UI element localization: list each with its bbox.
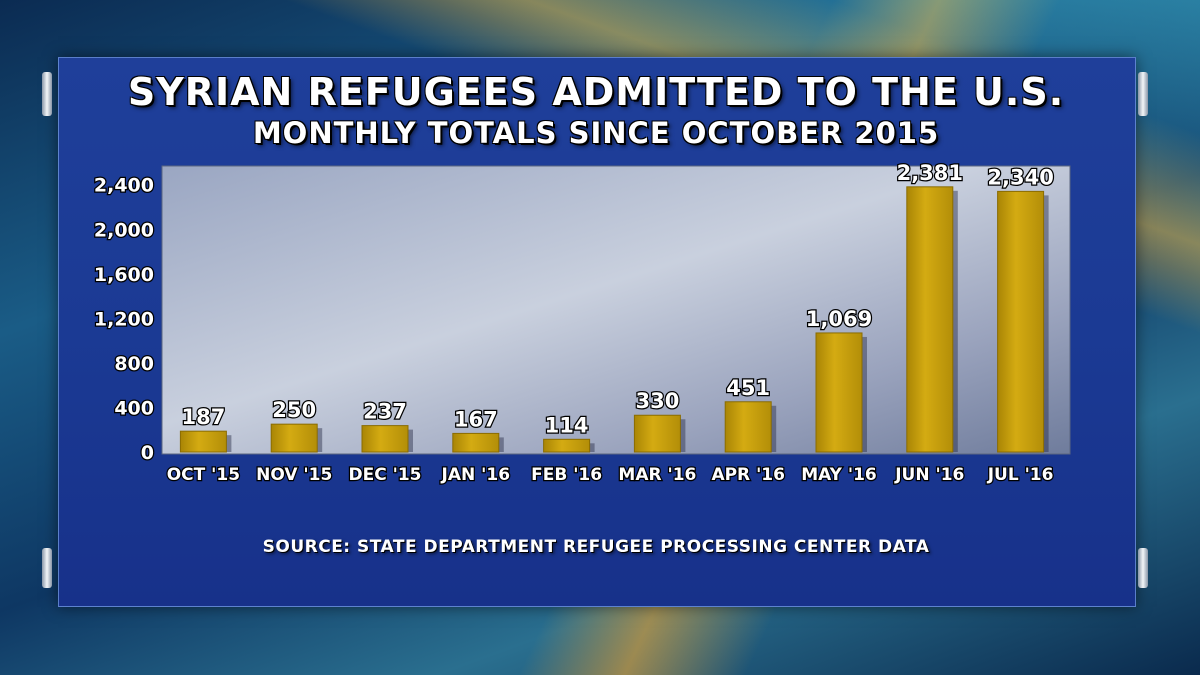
y-tick-label: 800 bbox=[114, 353, 154, 375]
data-label: 237 bbox=[363, 400, 407, 424]
bar-jan-16 bbox=[452, 432, 500, 453]
y-tick-label: 2,400 bbox=[94, 175, 154, 197]
chart-title: SYRIAN REFUGEES ADMITTED TO THE U.S. bbox=[127, 70, 1065, 114]
x-tick-label: DEC '15 bbox=[349, 465, 422, 485]
bar-may-16 bbox=[815, 332, 863, 453]
data-label: 2,381 bbox=[897, 161, 963, 185]
x-tick-label: NOV '15 bbox=[256, 465, 332, 485]
data-label: 250 bbox=[272, 398, 316, 422]
bar-jul-16 bbox=[997, 190, 1045, 453]
data-label: 2,340 bbox=[987, 165, 1053, 189]
left-rail-bottom bbox=[42, 548, 52, 588]
data-label: 114 bbox=[545, 413, 589, 437]
right-rail-top bbox=[1138, 72, 1148, 116]
bar-oct-15 bbox=[179, 430, 227, 453]
bar-jun-16 bbox=[906, 186, 954, 453]
bar-dec-15 bbox=[361, 425, 409, 453]
bar-nov-15 bbox=[270, 423, 318, 453]
bar-mar-16 bbox=[633, 414, 681, 453]
data-label: 1,069 bbox=[806, 307, 872, 331]
bar-feb-16 bbox=[543, 438, 591, 453]
left-rail-top bbox=[42, 72, 52, 116]
data-label: 167 bbox=[454, 407, 498, 431]
x-tick-label: JUL '16 bbox=[987, 465, 1054, 485]
y-tick-label: 400 bbox=[114, 397, 154, 419]
data-label: 451 bbox=[726, 376, 770, 400]
chart-subtitle: MONTHLY TOTALS SINCE OCTOBER 2015 bbox=[252, 116, 940, 150]
data-label: 330 bbox=[635, 389, 679, 413]
x-tick-label: FEB '16 bbox=[531, 465, 602, 485]
right-rail-bottom bbox=[1138, 548, 1148, 588]
x-tick-label: JUN '16 bbox=[894, 465, 964, 485]
x-tick-label: JAN '16 bbox=[441, 465, 511, 485]
y-tick-label: 1,600 bbox=[94, 264, 154, 286]
data-label: 187 bbox=[181, 405, 225, 429]
x-tick-label: MAR '16 bbox=[618, 465, 696, 485]
y-tick-label: 2,000 bbox=[94, 219, 154, 241]
bar-apr-16 bbox=[724, 401, 772, 453]
source-note: SOURCE: STATE DEPARTMENT REFUGEE PROCESS… bbox=[262, 537, 930, 557]
x-tick-label: OCT '15 bbox=[167, 465, 240, 485]
x-tick-label: APR '16 bbox=[711, 465, 785, 485]
x-tick-label: MAY '16 bbox=[801, 465, 877, 485]
y-tick-label: 0 bbox=[141, 442, 154, 464]
y-tick-label: 1,200 bbox=[94, 308, 154, 330]
